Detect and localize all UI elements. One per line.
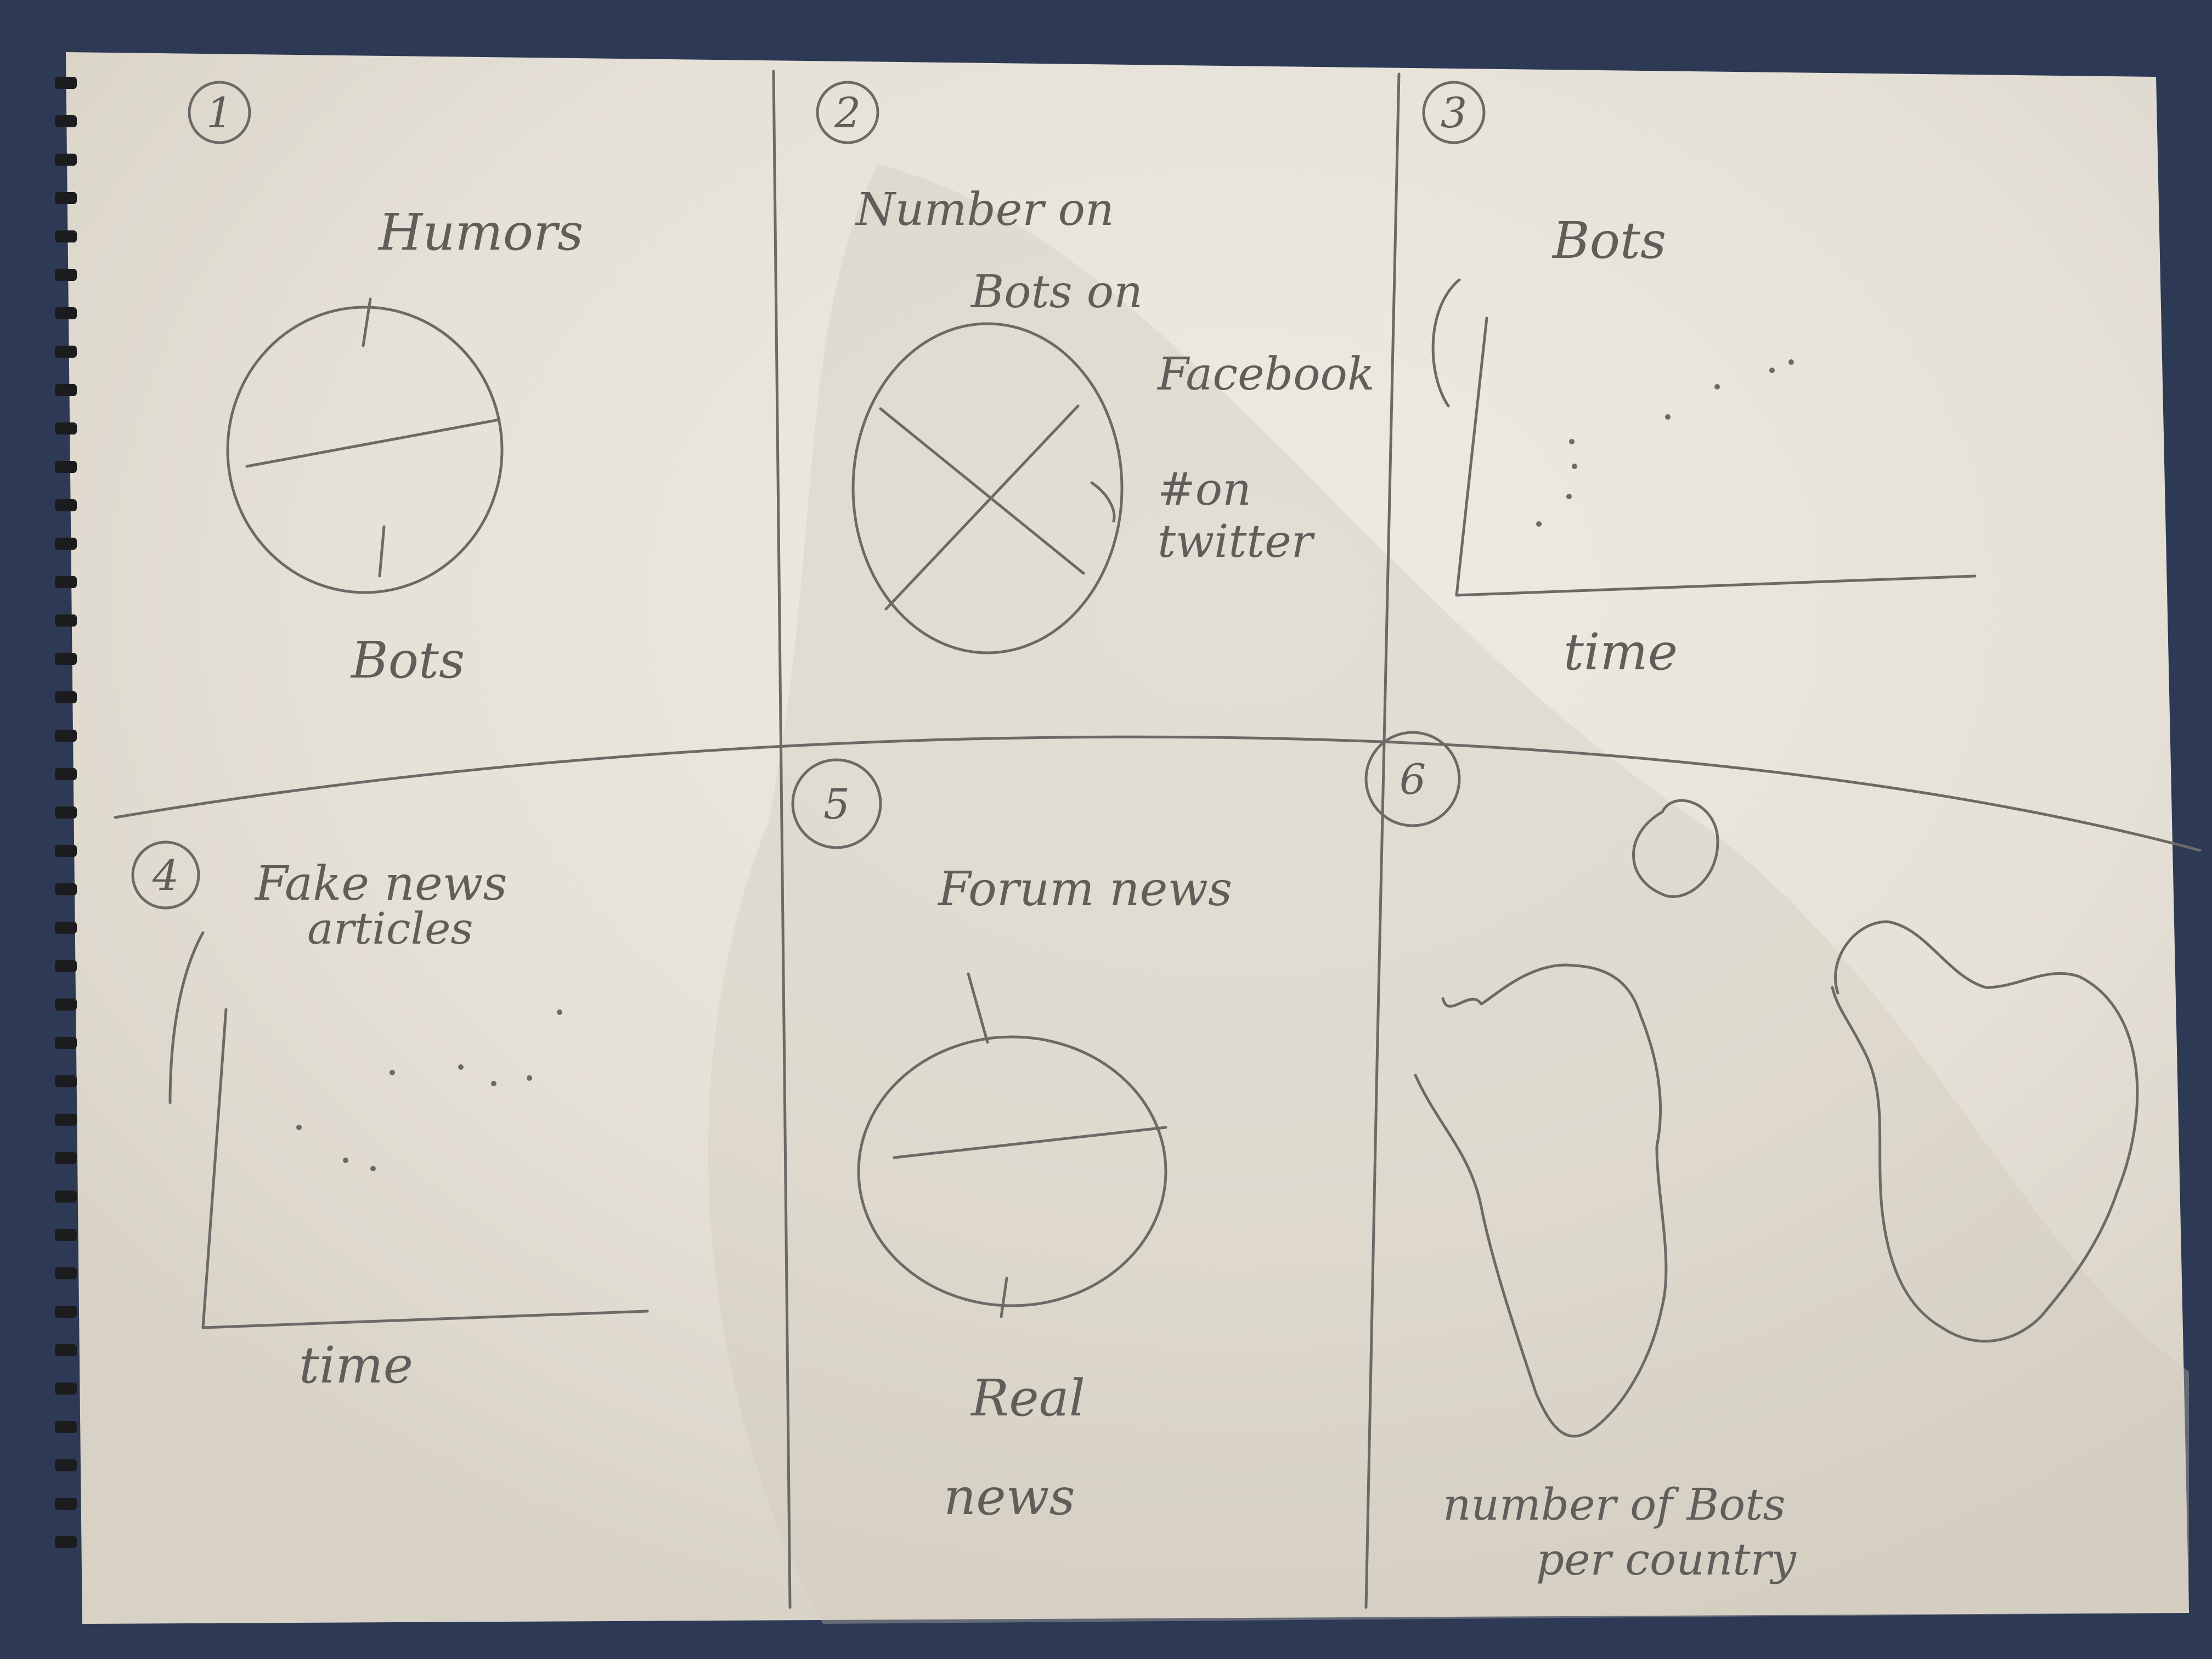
right-landmass	[1831, 920, 2139, 1343]
panel-4: 4 Fake news articles time	[131, 840, 649, 1395]
panel-number: 3	[1441, 88, 1467, 137]
map-caption-line2: per country	[1536, 1534, 1797, 1585]
x-axis-label: time	[1564, 623, 1678, 681]
scatter-plot-sketch	[201, 1008, 649, 1329]
panel-number: 2	[834, 88, 861, 137]
map-caption-line1: number of Bots	[1443, 1479, 1786, 1530]
pie-label-bottom-line1: Real	[970, 1369, 1085, 1427]
paper-shadow	[708, 165, 2190, 1624]
pie-label-top: Forum news	[937, 862, 1232, 917]
pie-chart-sketch	[857, 972, 1167, 1318]
chart-title-line1: Number on	[855, 184, 1114, 236]
left-landmass	[1414, 963, 1668, 1438]
pie-label-bottom-line2: news	[944, 1468, 1075, 1526]
spiral-binding	[55, 77, 77, 1548]
panel-3: 3 Bots time	[1422, 81, 1977, 681]
pie-label-bottom: Bots	[350, 631, 465, 690]
scatter-plot-sketch	[1455, 317, 1977, 597]
panel-number: 5	[823, 780, 850, 828]
panel-1: 1 Humors Bots	[188, 81, 583, 690]
slice-label-twitter-line2: twitter	[1158, 516, 1316, 568]
slice-label-twitter-line1: #on	[1158, 464, 1251, 516]
panel-2: 2 Number on Bots on Facebook #on twitter	[816, 81, 1375, 654]
pie-label-top: Humors	[377, 203, 583, 262]
panel-number: 1	[206, 88, 233, 137]
slice-label-facebook: Facebook	[1156, 348, 1375, 400]
panel-5: 5 Forum news Real news	[791, 758, 1232, 1526]
pie-chart-sketch	[851, 322, 1124, 654]
chart-title-line2: Bots on	[970, 266, 1143, 318]
x-axis-label: time	[299, 1336, 413, 1395]
small-landmass	[1632, 799, 1719, 898]
panel-grid	[114, 70, 2202, 1609]
pie-chart-sketch	[226, 297, 504, 594]
y-axis-label: Bots	[1551, 211, 1666, 270]
y-axis-label-line1: Fake news	[254, 856, 507, 911]
world-map-sketch	[1414, 799, 2139, 1438]
panel-6: 6 number of Bots per country	[1364, 731, 2139, 1585]
y-axis-label-line2: articles	[307, 903, 473, 954]
panel-number: 6	[1400, 755, 1426, 804]
paper-sheet	[66, 52, 2189, 1624]
panel-number: 4	[152, 851, 179, 900]
